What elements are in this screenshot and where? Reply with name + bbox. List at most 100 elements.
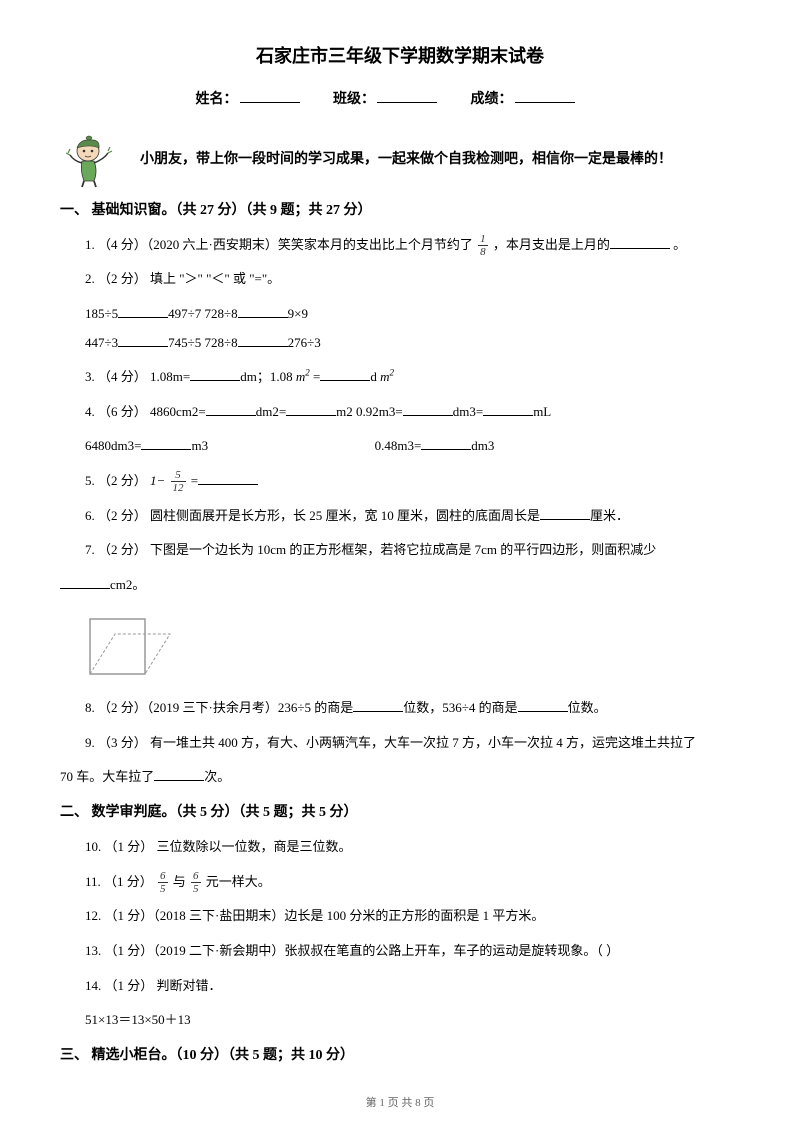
- q7-suffix: cm2。: [110, 577, 145, 592]
- greeting-row: 小朋友，带上你一段时间的学习成果，一起来做个自我检测吧，相信你一定是最棒的！: [60, 133, 740, 188]
- q11-prefix: 11. （1 分）: [85, 874, 156, 889]
- q3-blank-2[interactable]: [320, 367, 370, 381]
- m2-symbol-1: m2: [296, 369, 310, 384]
- q2-line1: 185÷5 497÷7 728÷8 9×9: [85, 300, 740, 329]
- mascot-icon: [60, 133, 120, 188]
- q8-blank-2[interactable]: [518, 698, 568, 712]
- q2-2b: 745÷5 728÷8: [168, 335, 238, 350]
- q2-line2: 447÷3 745÷5 728÷8 276÷3: [85, 329, 740, 358]
- fraction-1-8: 18: [478, 233, 488, 258]
- q1-end: 。: [670, 237, 686, 252]
- q4-blank-3[interactable]: [403, 402, 453, 416]
- q4-a: dm2=: [256, 404, 286, 419]
- q5-suffix: =: [191, 473, 198, 488]
- q3-m2: =: [310, 369, 321, 384]
- q2-1c: 9×9: [288, 306, 308, 321]
- q4-c: dm3=: [453, 404, 483, 419]
- exam-title: 石家庄市三年级下学期数学期末试卷: [60, 40, 740, 72]
- question-3: 3. （4 分） 1.08m= dm；1.08 m2 = d m2: [85, 363, 740, 392]
- m2-symbol-2: m2: [380, 369, 394, 384]
- q4-2a: 6480dm3=: [85, 438, 141, 453]
- q6-suffix: 厘米．: [590, 508, 629, 523]
- question-11: 11. （1 分） 65 与 65 元一样大。: [85, 868, 740, 897]
- q2-blank-4[interactable]: [238, 333, 288, 347]
- q14-sub: 51×13＝13×50＋13: [85, 1006, 740, 1035]
- q2-2c: 276÷3: [288, 335, 321, 350]
- q2-1a: 185÷5: [85, 306, 118, 321]
- q8-prefix: 8. （2 分）（2019 三下·扶余月考）236÷5 的商是: [85, 700, 353, 715]
- q5-expr: 1− 512: [150, 473, 188, 488]
- q4-blank-4[interactable]: [483, 402, 533, 416]
- q9-blank[interactable]: [154, 767, 204, 781]
- question-14: 14. （1 分） 判断对错．: [85, 972, 740, 1001]
- q11-suffix: 元一样大。: [206, 874, 271, 889]
- question-10: 10. （1 分） 三位数除以一位数，商是三位数。: [85, 833, 740, 862]
- q2-1b: 497÷7 728÷8: [168, 306, 238, 321]
- q2-blank-2[interactable]: [238, 304, 288, 318]
- q4-line2: 6480dm3= m3 0.48m3= dm3: [85, 432, 740, 461]
- question-7: 7. （2 分） 下图是一个边长为 10cm 的正方形框架，若将它拉成高是 7c…: [85, 536, 740, 565]
- fraction-6-5-a: 65: [158, 870, 168, 895]
- page-footer: 第 1 页 共 8 页: [0, 1094, 800, 1114]
- section-3-header: 三、 精选小柜台。（10 分）（共 5 题；共 10 分）: [60, 1043, 740, 1068]
- fraction-6-5-b: 65: [191, 870, 201, 895]
- section-2-header: 二、 数学审判庭。（共 5 分）（共 5 题；共 5 分）: [60, 800, 740, 825]
- q8-suffix: 位数。: [568, 700, 607, 715]
- q8-mid: 位数，536÷4 的商是: [403, 700, 517, 715]
- q4-d: mL: [533, 404, 551, 419]
- class-blank[interactable]: [377, 87, 437, 103]
- q7-blank[interactable]: [60, 575, 110, 589]
- question-6: 6. （2 分） 圆柱侧面展开是长方形，长 25 厘米，宽 10 厘米，圆柱的底…: [85, 502, 740, 531]
- q2-blank-1[interactable]: [118, 304, 168, 318]
- q5-blank[interactable]: [198, 471, 258, 485]
- question-2: 2. （2 分） 填上 "＞" "＜" 或 "="。: [85, 265, 740, 294]
- q9-line2: 70 车。大车拉了 次。: [60, 763, 740, 792]
- q5-one-minus: 1−: [150, 473, 169, 488]
- q3-m3: d: [370, 369, 380, 384]
- q1-prefix: 1. （4 分）（2020 六上·西安期末）笑笑家本月的支出比上个月节约了: [85, 237, 476, 252]
- question-9: 9. （3 分） 有一堆土共 400 方，有大、小两辆汽车，大车一次拉 7 方，…: [85, 729, 740, 758]
- score-blank[interactable]: [515, 87, 575, 103]
- question-4: 4. （6 分） 4860cm2= dm2= m2 0.92m3= dm3= mL: [85, 398, 740, 427]
- q5-prefix: 5. （2 分）: [85, 473, 150, 488]
- q4-blank-1[interactable]: [206, 402, 256, 416]
- q9-prefix: 9. （3 分） 有一堆土共 400 方，有大、小两辆汽车，大车一次拉 7 方，…: [85, 735, 696, 750]
- class-label: 班级：: [333, 92, 375, 107]
- q7-prefix: 7. （2 分） 下图是一个边长为 10cm 的正方形框架，若将它拉成高是 7c…: [85, 542, 656, 557]
- q11-mid: 与: [173, 874, 189, 889]
- student-info-line: 姓名： 班级： 成绩：: [60, 87, 740, 112]
- q7-figure: [85, 609, 740, 684]
- question-5: 5. （2 分） 1− 512 =: [85, 467, 740, 496]
- q4-blank-5[interactable]: [141, 436, 191, 450]
- q3-prefix: 3. （4 分） 1.08m=: [85, 369, 190, 384]
- q4-prefix: 4. （6 分） 4860cm2=: [85, 404, 206, 419]
- q3-m1: dm；1.08: [240, 369, 296, 384]
- q1-suffix: ，本月支出是上月的: [493, 237, 610, 252]
- q4-b: m2 0.92m3=: [336, 404, 403, 419]
- score-label: 成绩：: [471, 92, 513, 107]
- q1-blank[interactable]: [610, 235, 670, 249]
- q2-2a: 447÷3: [85, 335, 118, 350]
- q4-blank-6[interactable]: [421, 436, 471, 450]
- fraction-5-12: 512: [171, 469, 186, 494]
- q8-blank-1[interactable]: [353, 698, 403, 712]
- q6-prefix: 6. （2 分） 圆柱侧面展开是长方形，长 25 厘米，宽 10 厘米，圆柱的底…: [85, 508, 540, 523]
- q2-blank-3[interactable]: [118, 333, 168, 347]
- question-8: 8. （2 分）（2019 三下·扶余月考）236÷5 的商是 位数，536÷4 …: [85, 694, 740, 723]
- question-1: 1. （4 分）（2020 六上·西安期末）笑笑家本月的支出比上个月节约了 18…: [85, 231, 740, 260]
- name-blank[interactable]: [240, 87, 300, 103]
- section-1-header: 一、 基础知识窗。（共 27 分）（共 9 题；共 27 分）: [60, 198, 740, 223]
- greeting-text: 小朋友，带上你一段时间的学习成果，一起来做个自我检测吧，相信你一定是最棒的！: [140, 147, 740, 172]
- q3-blank-1[interactable]: [190, 367, 240, 381]
- q4-2c: 0.48m3=: [375, 438, 422, 453]
- name-label: 姓名：: [196, 92, 238, 107]
- q7-line2: cm2。: [60, 571, 740, 600]
- question-12: 12. （1 分）（2018 三下·盐田期末）边长是 100 分米的正方形的面积…: [85, 902, 740, 931]
- q9-2a: 70 车。大车拉了: [60, 769, 154, 784]
- q9-2b: 次。: [204, 769, 230, 784]
- q4-blank-2[interactable]: [286, 402, 336, 416]
- q4-2d: dm3: [471, 438, 494, 453]
- question-13: 13. （1 分）（2019 二下·新会期中）张叔叔在笔直的公路上开车，车子的运…: [85, 937, 740, 966]
- q6-blank[interactable]: [540, 506, 590, 520]
- q4-2b: m3: [191, 438, 208, 453]
